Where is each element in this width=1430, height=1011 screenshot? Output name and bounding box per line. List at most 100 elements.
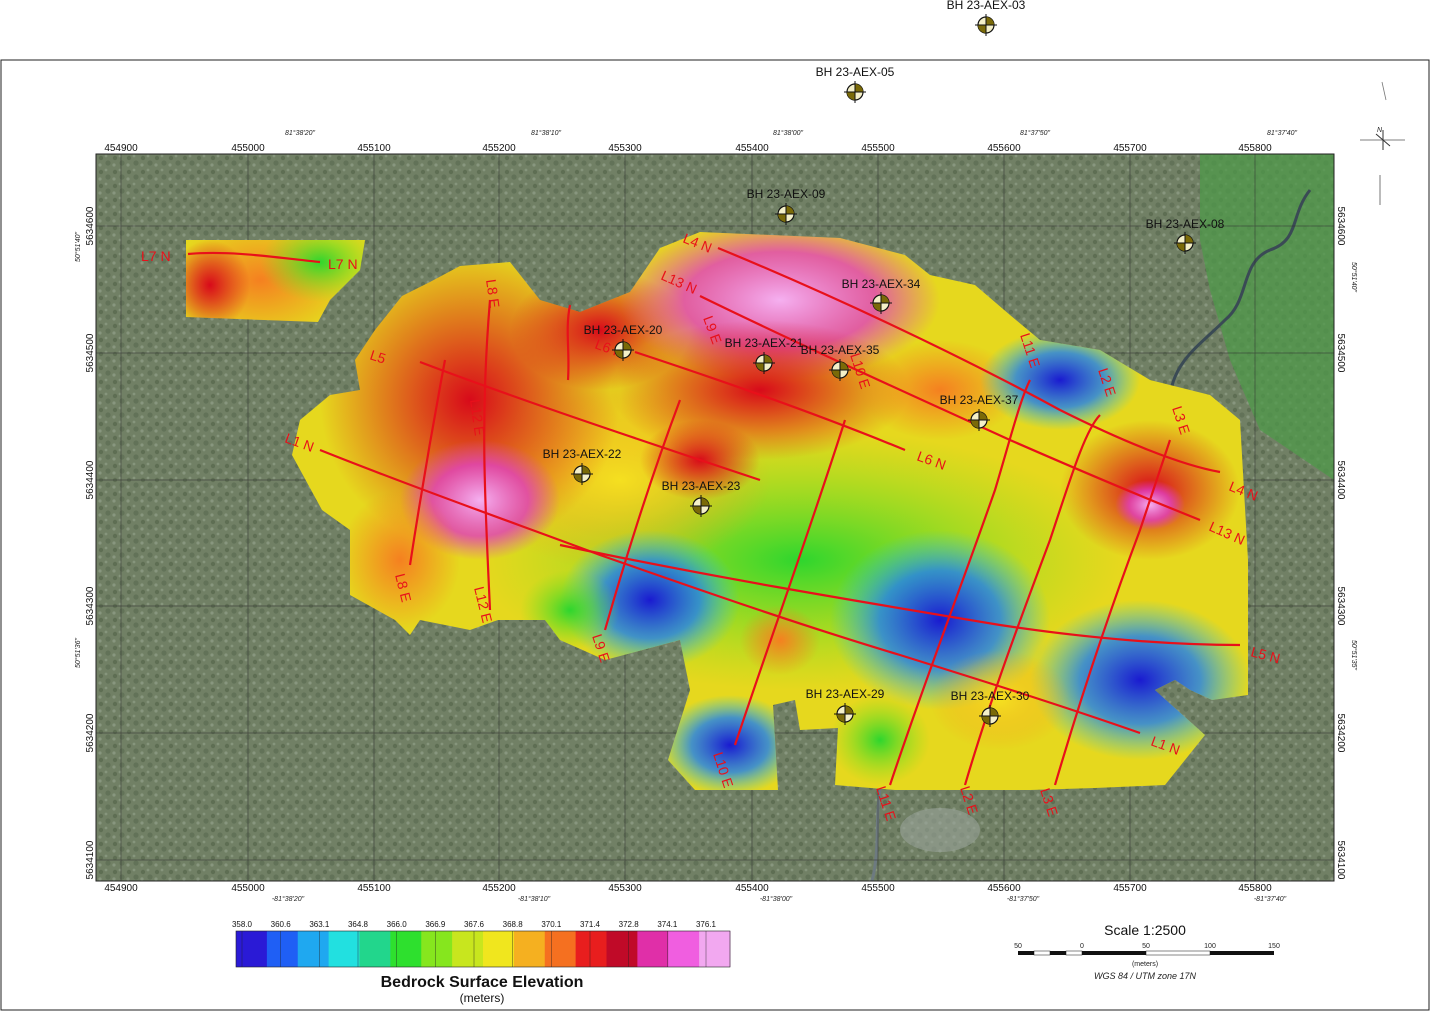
easting-tick-label: 455000 (231, 883, 265, 894)
colorbar-swatch (575, 931, 607, 967)
northing-tick-label: 5634600 (1335, 207, 1346, 246)
colorbar-value-label: 372.8 (619, 920, 640, 929)
easting-tick-label: 454900 (104, 143, 138, 154)
scale-tick-label: 0 (1080, 943, 1084, 950)
northing-tick-label: 5634300 (1335, 587, 1346, 626)
survey-line-l13 (699, 295, 1201, 522)
borehole-marker-icon: BH 23-AEX-34 (842, 277, 921, 314)
northing-tick-label: 5634100 (1335, 841, 1346, 880)
easting-tick-label: 455700 (1113, 883, 1147, 894)
borehole-marker-icon: BH 23-AEX-03 (947, 0, 1026, 36)
survey-line-l10 (733, 419, 847, 746)
line-label: L7 N (141, 248, 171, 264)
map-neatline (95, 153, 1335, 882)
elevation-legend: 358.0 360.6 363.1 364.8 366.0 366.9 367.6 368.8… (232, 920, 731, 1005)
colorbar-value-label: 364.8 (348, 920, 369, 929)
easting-tick-label: 455200 (482, 143, 516, 154)
legend-title: Bedrock Surface Elevation (381, 974, 584, 991)
colorbar-swatch (266, 931, 299, 967)
degree-label: 81°37'40" (1267, 129, 1297, 137)
degree-label: 81°38'10" (531, 129, 561, 137)
degree-label: -81°38'20" (272, 895, 305, 903)
boreholes: BH 23-AEX-03 BH 23-AEX-05 BH 23-AEX-09 BH 2… (543, 0, 1225, 727)
survey-line-l3 (1053, 439, 1172, 786)
borehole-label: BH 23-AEX-35 (801, 343, 880, 357)
survey-line-l6 (634, 350, 906, 452)
borehole-label: BH 23-AEX-29 (806, 687, 885, 701)
easting-tick-label: 455300 (608, 883, 642, 894)
easting-tick-label: 455300 (608, 143, 642, 154)
colorbar-swatch (452, 931, 484, 967)
colorbar-swatch (637, 931, 669, 967)
borehole-marker-icon: BH 23-AEX-08 (1146, 217, 1225, 254)
survey-line-l8 (408, 359, 447, 566)
borehole-label: BH 23-AEX-20 (584, 323, 663, 337)
degree-label: 81°37'50" (1020, 129, 1050, 137)
top-easting-labels: 454900 455000 455100 455200 455300 455400 4555… (104, 143, 1272, 154)
borehole-label: BH 23-AEX-08 (1146, 217, 1225, 231)
colorbar-value-label: 374.1 (657, 920, 678, 929)
survey-line-l7 (187, 251, 321, 264)
scale-tick-label: 150 (1268, 943, 1280, 950)
scale-title: Scale 1:2500 (1104, 922, 1186, 938)
easting-tick-label: 455800 (1238, 143, 1272, 154)
degree-label: 81°38'00" (773, 129, 803, 137)
line-label: L8 E (483, 278, 503, 309)
borehole-marker-icon: BH 23-AEX-09 (747, 187, 826, 225)
scale-tick-label: 50 (1142, 943, 1150, 950)
colorbar-value-label: 367.6 (464, 920, 485, 929)
scale-unit: (meters) (1132, 961, 1158, 968)
colorbar-value-label: 376.1 (696, 920, 717, 929)
map-border (0, 59, 1430, 1011)
borehole-label: BH 23-AEX-37 (940, 393, 1019, 407)
easting-tick-label: 455200 (482, 883, 516, 894)
colorbar-value-label: 370.1 (541, 920, 562, 929)
borehole-marker-icon: BH 23-AEX-05 (816, 65, 895, 103)
borehole-marker-icon: BH 23-AEX-37 (940, 393, 1019, 431)
borehole-label: BH 23-AEX-03 (947, 0, 1026, 12)
survey-line-l9-east (566, 304, 572, 381)
borehole-marker-icon: BH 23-AEX-35 (801, 343, 880, 381)
northing-tick-label: 5634500 (85, 333, 96, 372)
easting-tick-label: 455600 (987, 883, 1021, 894)
colorbar-swatch (421, 931, 453, 967)
easting-tick-label: 455400 (735, 143, 769, 154)
borehole-marker-icon: BH 23-AEX-20 (584, 323, 663, 361)
degree-label: -81°38'00" (760, 895, 793, 903)
top-degree-labels: 81°38'20" 81°38'10" 81°38'00" 81°37'50" 81°3… (285, 129, 1297, 137)
borehole-label: BH 23-AEX-22 (543, 447, 622, 461)
colorbar-swatch (236, 931, 268, 967)
degree-label: -81°37'40" (1254, 895, 1287, 903)
north-arrow-icon: N (1360, 81, 1405, 205)
borehole-marker-icon: BH 23-AEX-23 (662, 479, 741, 517)
scale-bar: Scale 1:2500 50 0 50 100 150 (meters) WGS 84… (1014, 922, 1280, 981)
colorbar-value-label: 360.6 (271, 920, 292, 929)
easting-tick-label: 455100 (357, 883, 391, 894)
easting-tick-label: 455600 (987, 143, 1021, 154)
line-label: L12 E (467, 398, 488, 436)
colorbar-swatch (513, 931, 546, 967)
left-northing-labels: 5634600 5634500 5634400 5634300 5634200 56341… (85, 206, 96, 879)
line-label: L7 N (328, 256, 358, 272)
bottom-easting-labels: 454900 455000 455100 455200 455300 455400 4555… (104, 883, 1272, 894)
survey-line-l9 (603, 399, 682, 631)
borehole-marker-icon: BH 23-AEX-22 (543, 447, 622, 485)
right-northing-labels: 5634600 5634500 5634400 5634300 5634200 56341… (1335, 207, 1346, 880)
line-label: L8 E (392, 572, 414, 604)
borehole-label: BH 23-AEX-23 (662, 479, 741, 493)
colorbar-value-label: 358.0 (232, 920, 253, 929)
easting-tick-label: 455800 (1238, 883, 1272, 894)
colorbar-swatch (328, 931, 360, 967)
easting-tick-label: 455100 (357, 143, 391, 154)
colorbar-value-label: 366.0 (387, 920, 408, 929)
northing-tick-label: 5634400 (85, 460, 96, 499)
north-arrow-label: N (1377, 127, 1383, 134)
colorbar-value-label: 363.1 (309, 920, 330, 929)
northing-tick-label: 5634400 (1335, 461, 1346, 500)
colorbar-swatch (606, 931, 638, 967)
scale-projection: WGS 84 / UTM zone 17N (1094, 971, 1197, 981)
easting-tick-label: 455400 (735, 883, 769, 894)
borehole-label: BH 23-AEX-34 (842, 277, 921, 291)
northing-tick-label: 5634200 (85, 713, 96, 752)
survey-lines (187, 246, 1241, 786)
